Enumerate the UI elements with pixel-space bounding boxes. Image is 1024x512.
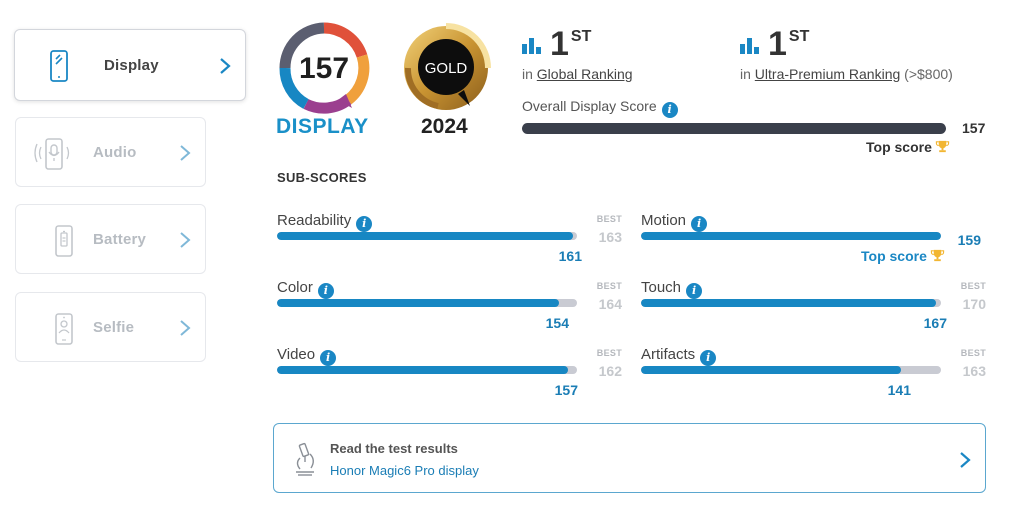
phone-battery-icon: [55, 225, 73, 257]
subscore-bar-fill: [277, 366, 568, 374]
overall-score-label-text: Overall Display Score: [522, 98, 657, 114]
chevron-right-icon: [180, 320, 191, 336]
ranking-bars-icon: [740, 38, 759, 54]
best-value: 163: [962, 363, 986, 379]
subscore-bar-track: [641, 299, 941, 307]
best-value: 170: [962, 296, 986, 312]
ultra-premium-ranking: 1 ST in Ultra-Premium Ranking (>$800): [740, 26, 953, 82]
results-link[interactable]: Honor Magic6 Pro display: [330, 463, 479, 478]
motion-top-score: Top score: [861, 248, 945, 264]
subscore-value: 161: [558, 248, 582, 264]
info-icon[interactable]: i: [700, 350, 717, 366]
ultra-premium-ranking-link[interactable]: Ultra-Premium Ranking: [754, 66, 901, 82]
microscope-icon: [296, 442, 314, 476]
sidebar-item-display[interactable]: Display: [14, 29, 246, 101]
subscore-value: 167: [923, 315, 947, 331]
subscore-bar-track: [641, 232, 941, 240]
global-ranking: 1 ST in Global Ranking: [522, 26, 633, 82]
subscore-value: 141: [887, 382, 911, 398]
results-title: Read the test results: [330, 441, 458, 456]
read-test-results-card[interactable]: Read the test results Honor Magic6 Pro d…: [273, 423, 986, 493]
best-label: BEST: [596, 281, 622, 291]
subscore-label: Motion i: [641, 212, 708, 232]
subscore-bar-fill: [641, 366, 901, 374]
display-badge-label: DISPLAY: [276, 115, 369, 138]
trophy-icon: [935, 140, 950, 153]
trophy-icon: [930, 249, 945, 262]
subscore-artifacts: Artifacts i BEST 163 141: [641, 346, 986, 406]
best-label: BEST: [960, 348, 986, 358]
subscore-label: Color i: [277, 279, 334, 299]
rank-number: 1: [550, 25, 569, 63]
ranking-bars-icon: [522, 38, 541, 54]
rank-prefix: in: [740, 66, 751, 82]
best-label: BEST: [596, 214, 622, 224]
info-icon[interactable]: i: [686, 283, 703, 299]
global-ranking-link[interactable]: Global Ranking: [536, 66, 633, 82]
sidebar-item-audio[interactable]: Audio: [15, 117, 206, 187]
overall-score-label: Overall Display Score i: [522, 98, 678, 118]
subscore-bar-track: [641, 366, 941, 374]
rank-price-range: (>$800): [904, 66, 953, 82]
sidebar-item-label: Battery: [93, 231, 147, 248]
subscore-bar-track: [277, 366, 577, 374]
sidebar-item-label: Selfie: [93, 319, 135, 336]
best-value: 164: [598, 296, 622, 312]
subscore-video: Video i BEST 162 157: [277, 346, 622, 406]
gold-badge: GOLD: [404, 23, 491, 110]
phone-selfie-icon: [55, 313, 73, 345]
info-icon[interactable]: i: [320, 350, 337, 366]
rank-suffix: ST: [788, 28, 810, 45]
subscore-readability: Readability i BEST 163 161: [277, 212, 622, 272]
subscore-label: Video i: [277, 346, 337, 366]
rank-number: 1: [768, 25, 787, 63]
best-label: BEST: [960, 281, 986, 291]
badge-year: 2024: [421, 115, 468, 138]
subscore-motion: Motion i 159 Top score: [641, 212, 986, 272]
subscore-label: Touch i: [641, 279, 703, 299]
best-label: BEST: [596, 348, 622, 358]
subscore-bar-fill: [641, 299, 936, 307]
overall-score-value: 157: [962, 120, 986, 136]
info-icon[interactable]: i: [691, 216, 708, 232]
sidebar-item-battery[interactable]: Battery: [15, 204, 206, 274]
subscore-label: Readability i: [277, 212, 373, 232]
subscore-bar-fill: [277, 299, 559, 307]
subscore-color: Color i BEST 164 154: [277, 279, 622, 339]
info-icon[interactable]: i: [317, 283, 334, 299]
display-score-badge: 157: [279, 22, 370, 114]
chevron-right-icon: [220, 58, 231, 74]
rank-suffix: ST: [570, 28, 592, 45]
gold-badge-label: GOLD: [425, 60, 468, 77]
sidebar-item-selfie[interactable]: Selfie: [15, 292, 206, 362]
best-value: 162: [598, 363, 622, 379]
best-value: 163: [598, 229, 622, 245]
subscores-title: SUB-SCORES: [277, 170, 367, 185]
sidebar-item-label: Display: [104, 57, 159, 74]
top-score-label: Top score: [866, 139, 932, 155]
phone-audio-icon: [34, 138, 70, 170]
info-icon[interactable]: i: [356, 216, 373, 232]
rank-prefix: in: [522, 66, 533, 82]
subscore-bar-fill: [641, 232, 941, 240]
phone-display-icon: [50, 50, 68, 82]
subscore-label: Artifacts i: [641, 346, 717, 366]
chevron-right-icon: [180, 145, 191, 161]
info-icon[interactable]: i: [661, 102, 678, 118]
subscore-touch: Touch i BEST 170 167: [641, 279, 986, 339]
subscore-value: 159: [957, 232, 981, 248]
sidebar-item-label: Audio: [93, 144, 137, 161]
overall-top-score: Top score: [866, 139, 950, 155]
subscore-bar-fill: [277, 232, 574, 240]
subscore-bar-track: [277, 299, 577, 307]
subscore-value: 157: [554, 382, 578, 398]
display-score-value: 157: [299, 52, 349, 85]
subscore-bar-track: [277, 232, 577, 240]
top-score-label: Top score: [861, 248, 927, 264]
subscore-value: 154: [545, 315, 569, 331]
overall-score-bar: [522, 123, 946, 134]
chevron-right-icon: [180, 232, 191, 248]
chevron-right-icon: [960, 452, 971, 468]
